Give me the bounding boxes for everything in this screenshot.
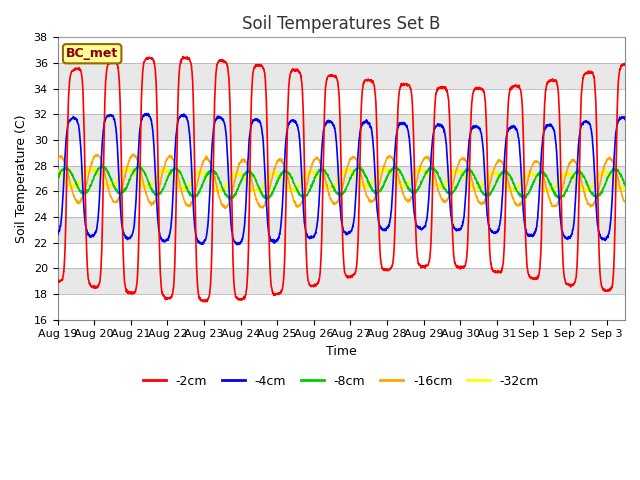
Bar (58, 114, 625, 140)
Bar (58, 166, 625, 192)
Bar (58, 37, 625, 63)
Text: BC_met: BC_met (66, 47, 118, 60)
Y-axis label: Soil Temperature (C): Soil Temperature (C) (15, 114, 28, 243)
Bar (58, 63, 625, 89)
Bar (58, 192, 625, 217)
Bar (58, 268, 625, 294)
Legend: -2cm, -4cm, -8cm, -16cm, -32cm: -2cm, -4cm, -8cm, -16cm, -32cm (138, 370, 544, 393)
X-axis label: Time: Time (326, 345, 356, 358)
Bar (58, 89, 625, 114)
Bar (58, 294, 625, 320)
Bar (58, 140, 625, 166)
Bar (58, 243, 625, 268)
Title: Soil Temperatures Set B: Soil Temperatures Set B (242, 15, 440, 33)
Bar (58, 217, 625, 243)
